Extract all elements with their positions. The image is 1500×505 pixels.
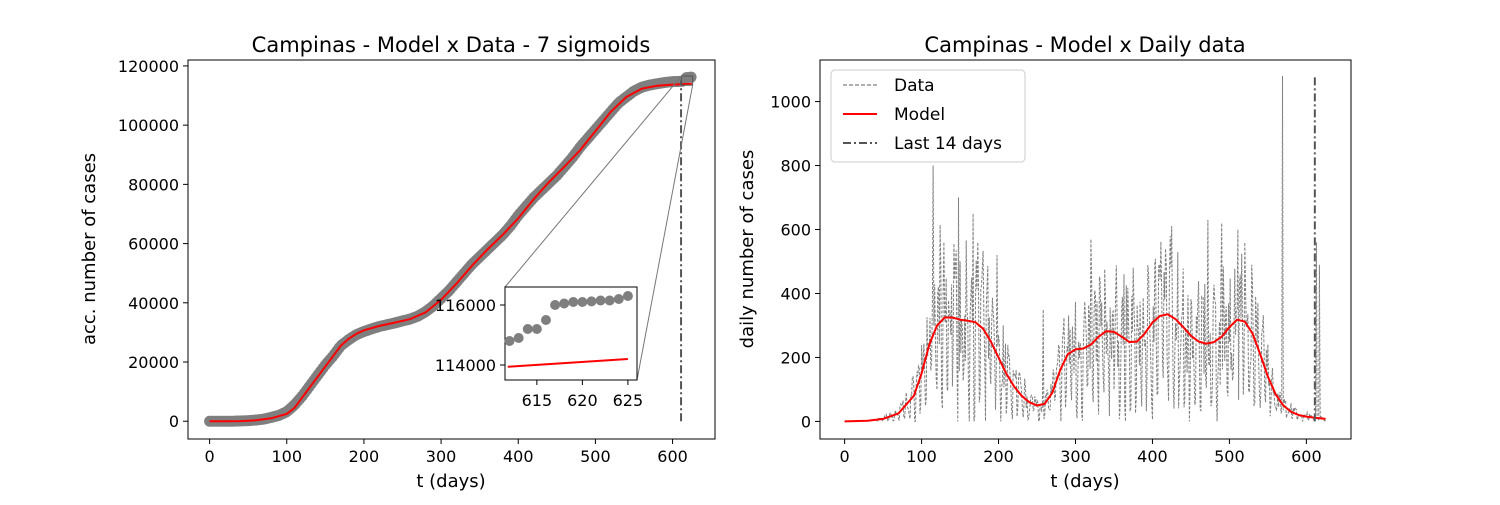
right-x-tick-label: 100 [906, 447, 937, 466]
right-chart: Campinas - Model x Daily data t (days) d… [737, 33, 1352, 492]
inset-data-point [586, 296, 597, 307]
left-y-tick-label: 20000 [128, 353, 179, 372]
left-y-tick-label: 100000 [118, 116, 179, 135]
legend-model-label: Model [894, 105, 945, 125]
left-y-axis-label: acc. number of cases [79, 153, 100, 345]
inset-ticks: 615 620 625 114000 116000 [435, 296, 643, 410]
right-axes-frame [819, 59, 1352, 440]
left-y-tick-label: 40000 [128, 294, 179, 313]
daily-data-line [875, 75, 1327, 424]
inset-data-point [550, 300, 561, 310]
right-y-axis-label: daily number of cases [737, 150, 758, 349]
inset-data-point [604, 295, 615, 306]
left-chart: Campinas - Model x Data - 7 sigmoids t (… [79, 33, 716, 492]
right-y-tick-label: 600 [780, 221, 811, 240]
right-y-tick-label: 0 [801, 412, 811, 431]
inset-x-tick-label: 625 [613, 391, 644, 410]
inset-connector-lines [504, 75, 694, 381]
right-x-tick-label: 300 [1060, 447, 1091, 466]
inset-marks [504, 291, 633, 368]
model-curve [209, 82, 692, 423]
left-y-tick-label: 60000 [128, 235, 179, 254]
left-x-tick-label: 0 [205, 447, 215, 466]
inset-y-tick-label: 116000 [435, 296, 496, 315]
right-chart-marks [844, 75, 1327, 424]
left-x-axis-label: t (days) [416, 471, 485, 492]
right-y-tick-label: 200 [780, 348, 811, 367]
inset-connector [504, 75, 682, 288]
inset-data-point [613, 294, 624, 304]
inset-model-curve [507, 358, 628, 368]
right-x-tick-label: 500 [1214, 447, 1245, 466]
right-x-tick-label: 200 [983, 447, 1014, 466]
left-x-tick-label: 300 [426, 447, 457, 466]
inset-x-tick-label: 615 [522, 391, 553, 410]
right-x-tick-label: 0 [840, 447, 850, 466]
zoom-indicator-box [680, 75, 694, 86]
right-x-tick-label: 600 [1291, 447, 1322, 466]
inset-connector [636, 85, 694, 381]
inset-data-point [504, 336, 515, 346]
left-x-tick-label: 400 [503, 447, 534, 466]
inset-data-point [513, 333, 524, 343]
left-axes-frame [187, 59, 716, 440]
zoom-inset: 615 620 625 114000 116000 [435, 75, 694, 410]
inset-data-point [559, 298, 570, 309]
left-y-tick-label: 120000 [118, 57, 179, 76]
legend-last14-label: Last 14 days [894, 134, 1002, 154]
inset-data-point [531, 324, 542, 334]
legend-box [830, 69, 1026, 163]
right-axis-ticks: 0 100 200 300 400 500 600 0 200 400 600 800 1000 [770, 93, 1321, 466]
left-x-tick-label: 500 [580, 447, 611, 466]
left-axis-ticks: 0 100 200 300 400 500 600 0 20000 40000 60000 80000… [118, 57, 688, 466]
left-chart-title: Campinas - Model x Data - 7 sigmoids [252, 33, 651, 57]
inset-data-point [540, 315, 551, 325]
inset-x-tick-label: 620 [567, 391, 598, 410]
legend: Data Model Last 14 days [830, 69, 1026, 163]
inset-data-point [577, 297, 588, 307]
inset-data-point [568, 297, 579, 307]
right-chart-title: Campinas - Model x Daily data [924, 33, 1245, 57]
daily-model-curve [844, 313, 1326, 423]
left-y-tick-label: 0 [169, 412, 179, 431]
left-x-tick-label: 600 [657, 447, 688, 466]
data-point [685, 71, 697, 83]
inset-data-point [595, 295, 606, 306]
left-y-tick-label: 80000 [128, 175, 179, 194]
left-chart-marks [204, 71, 697, 427]
legend-data-label: Data [894, 76, 935, 96]
inset-y-tick-label: 114000 [435, 356, 496, 375]
inset-data-point [622, 291, 633, 301]
right-x-tick-label: 400 [1137, 447, 1168, 466]
inset-data-point [522, 324, 533, 334]
left-x-tick-label: 200 [349, 447, 380, 466]
right-y-tick-label: 800 [780, 157, 811, 176]
left-x-tick-label: 100 [271, 447, 302, 466]
right-x-axis-label: t (days) [1050, 471, 1119, 492]
right-y-tick-label: 1000 [770, 93, 811, 112]
right-y-tick-label: 400 [780, 284, 811, 303]
